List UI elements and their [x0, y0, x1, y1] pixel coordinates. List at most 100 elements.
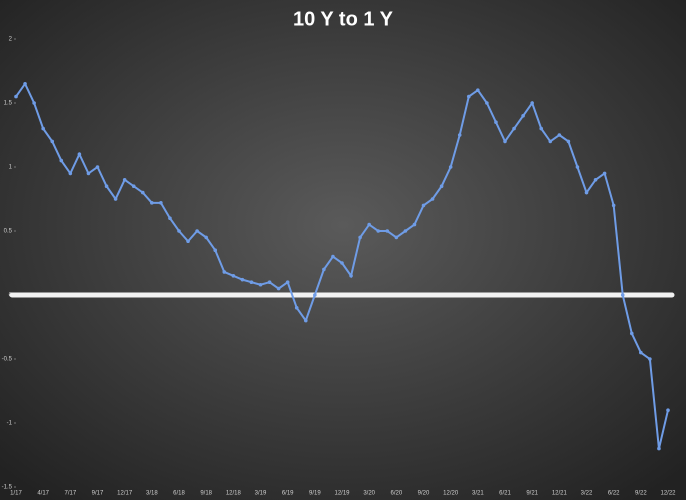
- point: [439, 184, 444, 188]
- point: [222, 270, 227, 274]
- point: [430, 197, 435, 201]
- x-tick-label: 12/18: [226, 491, 242, 497]
- point: [566, 139, 571, 144]
- point: [521, 114, 525, 118]
- point: [159, 201, 163, 205]
- point: [14, 94, 18, 99]
- point: [68, 171, 73, 176]
- point: [557, 133, 562, 137]
- x-tick-label: 6/19: [282, 491, 294, 497]
- point: [95, 165, 100, 169]
- point: [104, 184, 109, 188]
- x-tick-label: 12/20: [443, 491, 459, 497]
- point: [448, 165, 453, 169]
- point: [86, 171, 91, 176]
- x-tick-label: 6/21: [499, 491, 511, 497]
- y-tick-label: -1.5: [2, 485, 13, 491]
- point: [349, 274, 353, 278]
- point: [195, 229, 199, 233]
- y-tick-label: 2: [9, 37, 13, 43]
- x-tick-label: 9/21: [526, 491, 538, 497]
- point: [258, 282, 263, 287]
- point: [476, 88, 480, 92]
- point: [285, 280, 290, 285]
- x-tick-label: 3/19: [255, 491, 267, 497]
- point: [240, 277, 245, 282]
- point: [294, 306, 299, 310]
- point: [394, 235, 399, 240]
- point: [168, 216, 172, 220]
- point: [539, 126, 544, 131]
- y-tick-label: 1: [9, 165, 13, 171]
- point: [485, 101, 489, 105]
- point: [32, 101, 36, 105]
- point: [140, 190, 145, 195]
- x-tick-label: 9/17: [92, 491, 104, 497]
- x-tick-label: 7/17: [64, 491, 76, 497]
- point: [367, 222, 371, 227]
- point: [412, 222, 417, 227]
- x-tick-label: 12/22: [660, 491, 676, 497]
- x-tick-label: 3/18: [146, 491, 158, 497]
- x-tick-label: 6/22: [608, 491, 620, 497]
- point: [584, 190, 589, 195]
- point: [313, 293, 317, 297]
- x-tick-label: 6/20: [390, 491, 402, 497]
- point: [602, 171, 607, 176]
- x-tick-label: 12/19: [334, 491, 350, 497]
- point: [204, 235, 208, 240]
- point: [177, 229, 181, 233]
- point: [421, 203, 426, 208]
- point: [340, 261, 344, 265]
- x-tick-label: 1/17: [10, 491, 22, 497]
- point: [385, 229, 390, 233]
- x-tick-label: 12/21: [552, 491, 568, 497]
- point: [186, 239, 190, 244]
- point: [303, 318, 308, 323]
- point: [122, 178, 127, 182]
- point: [267, 280, 272, 285]
- y-tick-label: -0.5: [2, 357, 13, 363]
- x-tick-label: 9/20: [418, 491, 430, 497]
- point: [403, 229, 408, 233]
- point: [23, 82, 27, 86]
- point: [249, 280, 254, 285]
- y-tick-label: -1: [7, 421, 13, 427]
- point: [231, 274, 236, 278]
- x-tick-label: 9/19: [309, 491, 321, 497]
- point: [629, 331, 634, 336]
- point: [41, 126, 45, 131]
- point: [213, 248, 218, 252]
- point: [113, 197, 118, 201]
- point: [466, 94, 471, 99]
- point: [648, 357, 652, 361]
- point: [358, 235, 362, 240]
- chart-title: 10 Y to 1 Y: [293, 8, 394, 30]
- point: [50, 139, 55, 144]
- x-tick-label: 9/22: [635, 491, 647, 497]
- point: [276, 286, 281, 291]
- point: [131, 184, 136, 188]
- x-tick-label: 3/20: [363, 491, 375, 497]
- point: [530, 101, 534, 105]
- point: [77, 152, 82, 156]
- point: [457, 133, 462, 137]
- point: [331, 254, 335, 259]
- point: [639, 350, 643, 355]
- point: [593, 178, 598, 182]
- y-tick-label: 1.5: [4, 101, 13, 107]
- point: [322, 267, 326, 272]
- point: [503, 139, 507, 144]
- point: [575, 165, 580, 169]
- x-tick-label: 9/18: [200, 491, 212, 497]
- point: [548, 139, 553, 144]
- x-tick-label: 3/22: [581, 491, 593, 497]
- point: [59, 158, 64, 163]
- point: [666, 408, 670, 413]
- point: [494, 120, 498, 124]
- point: [512, 126, 516, 131]
- x-tick-label: 12/17: [117, 491, 133, 497]
